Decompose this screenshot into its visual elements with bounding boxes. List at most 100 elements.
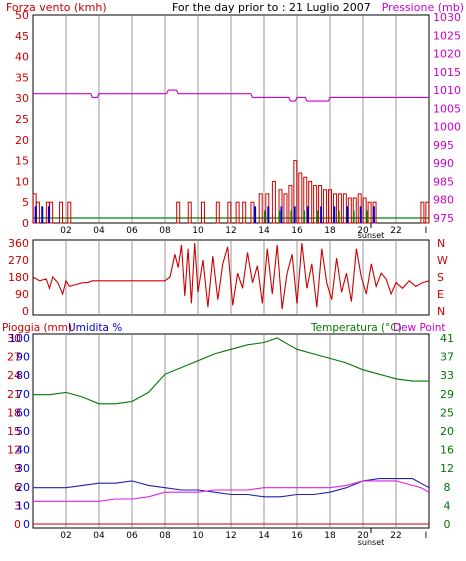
wind-bar-6	[176, 201, 181, 224]
x-tick-label-bottom-22: 22	[390, 531, 401, 541]
rain-ytick-9: 9	[14, 462, 21, 475]
wind-ytick-30: 30	[15, 92, 29, 105]
wind-ytick-50: 50	[15, 9, 29, 22]
wind-bar-35	[367, 201, 372, 224]
direction-ytick-0: 0	[22, 305, 29, 318]
pressure-ytick-975: 975	[433, 212, 454, 225]
wind-bar-24	[313, 185, 318, 224]
wind-ytick-45: 45	[15, 30, 29, 43]
x-tick-label-bottom-18: 18	[324, 531, 336, 541]
x-tick-label-top-22: 22	[390, 226, 401, 236]
pressure-ytick-1005: 1005	[433, 102, 461, 115]
x-tick-label-top-20: 20	[357, 226, 369, 236]
temperature-ytick-8: 8	[444, 481, 451, 494]
wind-ytick-25: 25	[15, 113, 29, 126]
humidity-ytick-40: 40	[16, 444, 30, 457]
temperature-ytick-37: 37	[440, 351, 454, 364]
temperature-axis-title: Temperatura (°C)	[310, 322, 402, 334]
rain-ytick-15: 15	[7, 425, 21, 438]
x-tick-label-top-I: I	[425, 226, 428, 236]
x-tick-label-bottom-08: 08	[159, 531, 171, 541]
sunset-label-bottom: sunset	[358, 538, 385, 547]
rain-ytick-18: 18	[7, 406, 21, 419]
x-tick-label-bottom-20: 20	[357, 531, 369, 541]
dewpoint-axis-title: Dew Point	[393, 322, 446, 334]
x-tick-label-top-02: 02	[60, 226, 71, 236]
rain-ytick-30: 30	[7, 332, 21, 345]
gust-blue-bar-9	[333, 206, 336, 223]
temperature-ytick-41: 41	[440, 332, 454, 345]
wind-bar-21	[298, 172, 303, 224]
wind-bar-27	[328, 189, 332, 224]
pressure-ytick-990: 990	[433, 157, 454, 170]
humidity-axis-title: Umidita %	[68, 322, 122, 334]
wind-bar-7	[187, 201, 192, 224]
dewpoint-line	[33, 480, 430, 502]
wind-bar-5	[67, 201, 72, 224]
wind-ytick-5: 5	[22, 196, 29, 209]
direction-ytick-270: 270	[8, 254, 29, 267]
wind-bar-9	[215, 201, 220, 224]
pressure-axis-title: Pressione (mb)	[382, 1, 464, 14]
x-tick-label-bottom-I: I	[425, 531, 428, 541]
humidity-ytick-20: 20	[16, 481, 30, 494]
pressure-line	[33, 89, 429, 102]
compass-ytick-1: W	[437, 254, 448, 267]
temperature-ytick-25: 25	[440, 406, 454, 419]
gust-green-bar-3	[303, 210, 306, 223]
rain-ytick-6: 6	[14, 481, 21, 494]
gust-blue-bar-8	[320, 206, 323, 223]
pressure-ytick-1025: 1025	[433, 29, 461, 42]
wind-bar-12	[242, 201, 247, 224]
wind-ytick-10: 10	[15, 175, 29, 188]
x-tick-label-bottom-10: 10	[192, 531, 204, 541]
gust-blue-bar-1	[41, 206, 44, 223]
x-tick-label-top-14: 14	[258, 226, 270, 236]
compass-ytick-3: E	[437, 288, 444, 301]
pressure-ytick-1000: 1000	[433, 121, 461, 134]
sunset-label-top: sunset	[358, 231, 385, 240]
wind-bar-4	[59, 201, 64, 224]
humidity-ytick-100: 100	[9, 332, 30, 345]
wind-bar-29	[337, 193, 342, 224]
pressure-ytick-1020: 1020	[433, 48, 461, 61]
marks-layer	[32, 89, 430, 525]
x-tick-label-top-18: 18	[324, 226, 336, 236]
gust-blue-bar-7	[306, 206, 309, 223]
pressure-ytick-1015: 1015	[433, 66, 461, 79]
wind-bar-11	[235, 201, 240, 224]
temperature-ytick-12: 12	[440, 462, 454, 475]
gust-blue-bar-11	[359, 206, 362, 223]
wind-bar-32	[352, 197, 357, 224]
humidity-ytick-80: 80	[16, 369, 30, 382]
labels-layer: 0202040406060808101012121414161618182020…	[7, 9, 461, 541]
gust-blue-bar-12	[372, 206, 375, 223]
wind-ytick-40: 40	[15, 51, 29, 64]
humidity-ytick-70: 70	[16, 388, 30, 401]
temperature-ytick-0: 0	[444, 518, 451, 531]
wind-bar-10	[227, 201, 232, 224]
direction-line	[32, 242, 430, 310]
wind-bar-13	[250, 201, 255, 224]
temperature-ytick-4: 4	[444, 499, 451, 512]
direction-ytick-360: 360	[8, 237, 29, 250]
wind-bar-14	[258, 193, 263, 224]
gust-blue-bar-4	[267, 206, 270, 223]
wind-ytick-20: 20	[15, 134, 29, 147]
wind-ytick-35: 35	[15, 71, 29, 84]
humidity-ytick-30: 30	[16, 462, 30, 475]
compass-ytick-0: N	[437, 237, 445, 250]
wind-bar-22	[303, 176, 308, 224]
direction-ytick-180: 180	[8, 271, 29, 284]
rain-axis-title: Pioggia (mm)	[2, 322, 72, 334]
gust-green-bar-5	[338, 210, 340, 223]
x-tick-label-top-10: 10	[192, 226, 204, 236]
compass-ytick-2: S	[437, 271, 444, 284]
pressure-ytick-1030: 1030	[433, 11, 461, 24]
wind-axis-title: Forza vento (kmh)	[6, 1, 107, 14]
wind-bar-18	[283, 193, 288, 224]
gust-blue-bar-2	[47, 206, 50, 223]
x-tick-label-bottom-02: 02	[60, 531, 71, 541]
